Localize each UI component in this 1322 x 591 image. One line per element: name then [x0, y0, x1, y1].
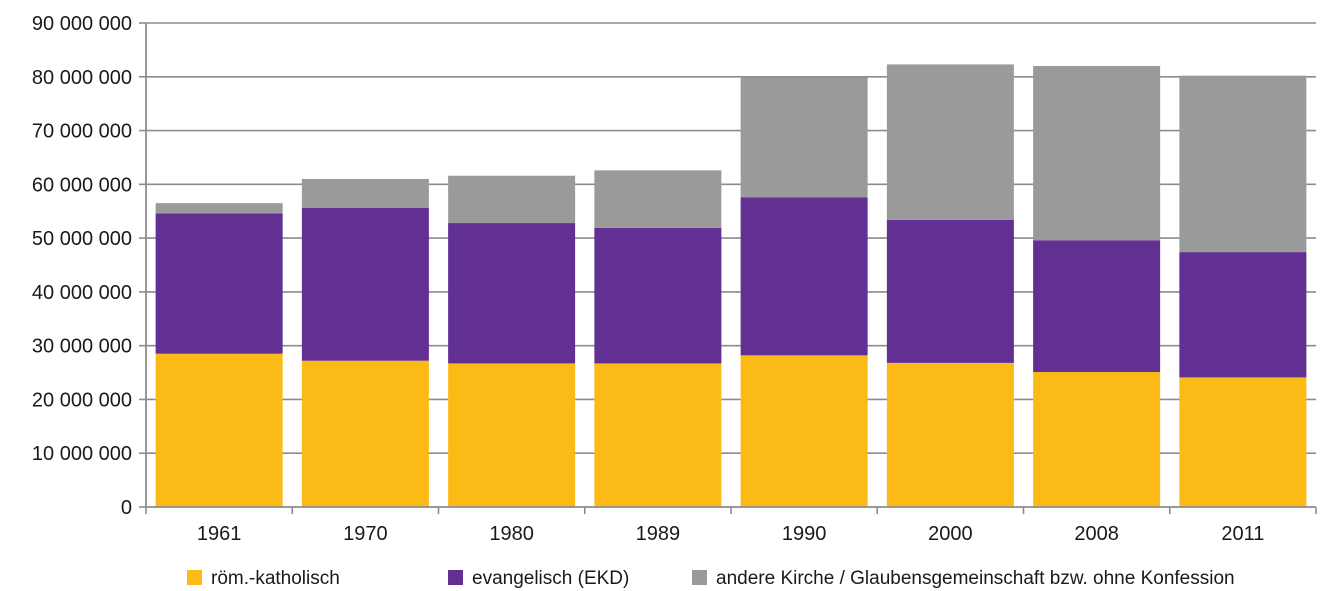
bar-roem-katholisch-1990: [740, 355, 868, 507]
legend-swatch: [448, 570, 463, 585]
y-tick-label: 60 000 000: [32, 174, 132, 196]
axes: [139, 22, 1317, 514]
bar-roem-katholisch-2000: [886, 362, 1014, 507]
x-tick-label: 1990: [782, 523, 827, 545]
bar-roem-katholisch-1989: [594, 363, 722, 507]
y-tick-label: 20 000 000: [32, 389, 132, 411]
bar-evangelisch-2008: [1033, 240, 1161, 373]
y-tick-label: 10 000 000: [32, 443, 132, 465]
legend-item-roem-katholisch: röm.-katholisch: [187, 568, 340, 589]
x-tick-label: 1989: [636, 523, 681, 545]
legend-label: röm.-katholisch: [211, 568, 340, 589]
bar-evangelisch-1970: [301, 207, 429, 361]
bar-roem-katholisch-2008: [1033, 372, 1161, 507]
bar-andere-1980: [448, 175, 576, 224]
legend: röm.-katholisch evangelisch (EKD) andere K…: [187, 568, 1235, 589]
x-tick-label: 1970: [343, 523, 388, 545]
y-tick-label: 40 000 000: [32, 282, 132, 304]
bar-andere-1970: [301, 178, 429, 208]
legend-item-evangelisch: evangelisch (EKD): [448, 568, 629, 589]
legend-swatch: [692, 570, 707, 585]
y-tick-label: 30 000 000: [32, 336, 132, 358]
bar-andere-2011: [1179, 75, 1307, 253]
y-tick-label: 50 000 000: [32, 228, 132, 250]
y-tick-label: 80 000 000: [32, 67, 132, 89]
bar-andere-2008: [1033, 66, 1161, 241]
bar-andere-1989: [594, 170, 722, 228]
bar-roem-katholisch-1980: [448, 363, 576, 507]
bar-roem-katholisch-1970: [301, 360, 429, 507]
x-axis-tick-labels: 1961 1970 1980 1989 1990 2000 2008 2011: [197, 523, 1265, 545]
legend-swatch: [187, 570, 202, 585]
legend-label: andere Kirche / Glaubensgemeinschaft bzw…: [716, 568, 1235, 589]
x-tick-label: 2000: [928, 523, 973, 545]
bar-andere-1961: [155, 203, 283, 214]
x-tick-label: 1961: [197, 523, 242, 545]
x-tick-label: 1980: [489, 523, 534, 545]
bar-andere-2000: [886, 64, 1014, 220]
bar-andere-1990: [740, 77, 868, 198]
bar-evangelisch-2000: [886, 219, 1014, 363]
legend-label: evangelisch (EKD): [472, 568, 629, 589]
y-tick-label: 0: [121, 497, 132, 519]
y-axis-tick-labels: 0 10 000 000 20 000 000 30 000 000 40 000 00…: [32, 13, 132, 519]
bar-evangelisch-1990: [740, 197, 868, 356]
bar-area: [155, 64, 1307, 507]
y-tick-label: 90 000 000: [32, 13, 132, 35]
bar-evangelisch-1980: [448, 223, 576, 364]
y-tick-label: 70 000 000: [32, 121, 132, 143]
bar-evangelisch-1961: [155, 213, 283, 354]
x-tick-label: 2008: [1074, 523, 1119, 545]
bar-roem-katholisch-2011: [1179, 377, 1307, 507]
x-tick-label: 2011: [1221, 523, 1264, 545]
legend-item-andere: andere Kirche / Glaubensgemeinschaft bzw…: [692, 568, 1235, 589]
bar-evangelisch-1989: [594, 227, 722, 364]
bar-roem-katholisch-1961: [155, 353, 283, 507]
bar-evangelisch-2011: [1179, 252, 1307, 378]
